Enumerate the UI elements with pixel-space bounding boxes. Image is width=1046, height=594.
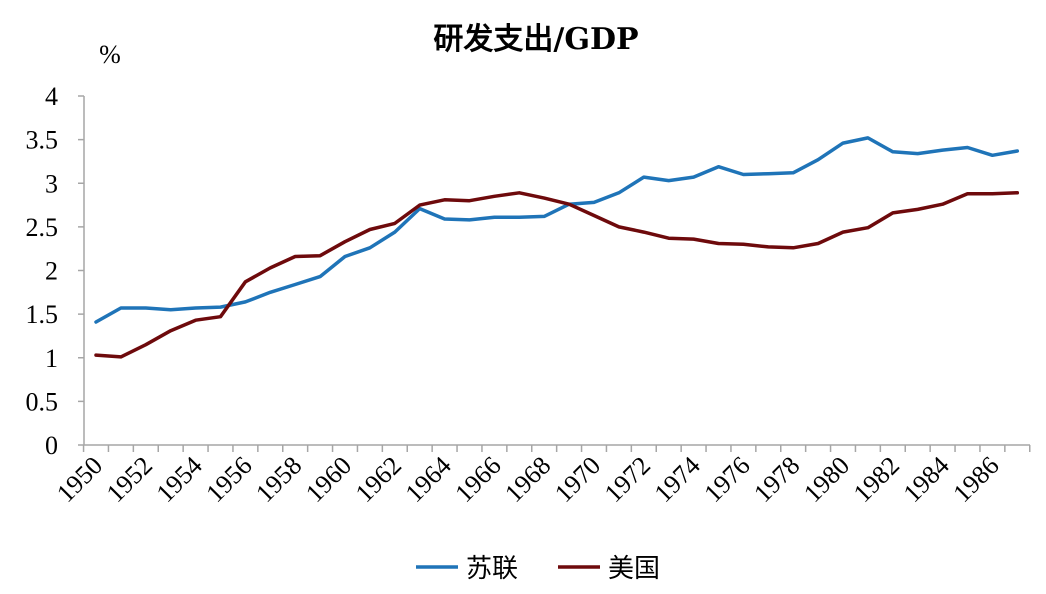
y-tick-label: 4 — [45, 82, 58, 111]
series-line-1 — [94, 136, 1020, 324]
x-tick-label: 1954 — [151, 451, 208, 508]
x-tick-label: 1956 — [200, 451, 257, 508]
x-tick-label: 1974 — [649, 451, 706, 508]
x-tick-label: 1962 — [350, 451, 407, 508]
y-tick-label: 1.5 — [26, 300, 59, 329]
x-tick-label: 1980 — [798, 451, 855, 508]
x-tick-label: 1952 — [101, 451, 158, 508]
series-line-2 — [94, 191, 1020, 359]
y-tick-label: 3.5 — [26, 126, 59, 155]
x-axis-ticks: 1950195219541956195819601962196419661968… — [51, 445, 1031, 508]
y-tick-label: 3 — [45, 169, 58, 198]
x-tick-label: 1986 — [947, 451, 1004, 508]
y-axis-ticks: 0 0.5 1 1.5 2 2.5 3 3.5 4 — [26, 82, 84, 460]
x-tick-label: 1968 — [499, 451, 556, 508]
legend-label-2: 美国 — [608, 554, 660, 584]
x-tick-label: 1964 — [400, 451, 457, 508]
x-tick-label: 1978 — [748, 451, 805, 508]
y-tick-label: 0 — [45, 431, 58, 460]
legend-label-1: 苏联 — [466, 554, 518, 584]
y-tick-label: 2.5 — [26, 213, 59, 242]
y-axis-unit: % — [99, 40, 121, 69]
x-tick-label: 1982 — [848, 451, 905, 508]
y-tick-label: 2 — [45, 257, 58, 286]
series-lines — [94, 136, 1020, 359]
x-tick-label: 1970 — [549, 451, 606, 508]
x-tick-label: 1966 — [449, 451, 506, 508]
x-tick-label: 1972 — [599, 451, 656, 508]
x-tick-label: 1958 — [250, 451, 307, 508]
x-tick-label: 1960 — [300, 451, 357, 508]
x-tick-label: 1950 — [51, 451, 108, 508]
chart-title: 研发支出/GDP — [433, 22, 638, 57]
y-tick-label: 1 — [45, 344, 58, 373]
x-tick-label: 1984 — [898, 451, 955, 508]
y-tick-label: 0.5 — [26, 387, 59, 416]
legend: 苏联 美国 — [416, 554, 660, 584]
x-tick-label: 1976 — [698, 451, 755, 508]
